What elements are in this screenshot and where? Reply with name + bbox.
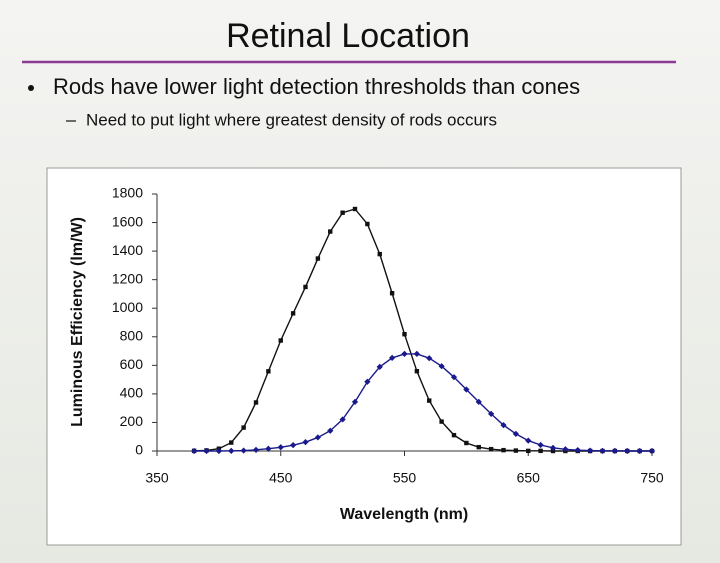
- point-marker: [488, 446, 494, 452]
- point-marker: [525, 437, 532, 444]
- point-marker: [476, 444, 481, 450]
- point-marker: [550, 448, 556, 454]
- y-tick-label: 1000: [112, 299, 143, 315]
- x-tick-label: 750: [640, 470, 664, 486]
- point-marker: [599, 447, 606, 454]
- y-tick-label: 200: [120, 413, 144, 429]
- y-tick-label: 0: [135, 442, 143, 458]
- point-marker: [450, 374, 458, 381]
- point-marker: [464, 440, 469, 446]
- point-marker: [277, 444, 284, 451]
- point-marker: [587, 447, 594, 454]
- point-marker: [526, 448, 531, 454]
- point-marker: [463, 386, 470, 393]
- point-marker: [538, 448, 543, 454]
- point-marker: [328, 229, 333, 234]
- chart-frame: [46, 167, 682, 546]
- point-marker: [290, 442, 297, 449]
- x-tick-label: 550: [393, 470, 417, 486]
- bullet: Rods have lower light detection threshol…: [53, 74, 580, 99]
- plot: 0 200 400 600 800 1000 1200 1400 1600 1800 350 450 5…: [112, 185, 664, 486]
- y-tick-label: 800: [120, 327, 144, 343]
- x-axis-label: Wavelength (nm): [340, 506, 468, 523]
- point-marker: [364, 378, 371, 385]
- y-tick-label: 600: [120, 356, 144, 372]
- y-axis-label: Luminous Efficiency (lm/W): [69, 217, 86, 427]
- point-marker: [426, 355, 433, 362]
- y-tick-label: 1400: [112, 242, 143, 258]
- point-marker: [252, 446, 260, 453]
- point-marker: [365, 221, 370, 227]
- point-marker: [241, 425, 246, 430]
- point-marker: [451, 432, 457, 438]
- point-marker: [611, 447, 618, 454]
- point-marker: [402, 332, 407, 337]
- point-marker: [414, 368, 420, 374]
- point-marker: [265, 445, 272, 452]
- point-marker: [401, 350, 408, 358]
- point-marker: [427, 398, 432, 403]
- point-marker: [500, 422, 507, 429]
- x-tick-label: 450: [269, 470, 293, 486]
- point-marker: [302, 439, 309, 446]
- point-marker: [439, 419, 444, 424]
- point-marker: [340, 210, 345, 215]
- point-marker: [376, 363, 383, 371]
- point-marker: [315, 256, 321, 261]
- point-marker: [351, 398, 359, 405]
- point-marker: [253, 400, 259, 405]
- point-marker: [413, 350, 420, 358]
- x-tick-label: 350: [145, 470, 169, 486]
- point-marker: [438, 363, 445, 370]
- point-marker: [314, 434, 321, 441]
- slide-title: Retinal Location: [226, 17, 470, 55]
- point-marker: [303, 284, 308, 290]
- point-marker: [475, 398, 482, 405]
- point-marker: [266, 369, 271, 374]
- point-marker: [513, 448, 519, 453]
- y-tick-label: 1800: [112, 185, 143, 201]
- y-tick-label: 400: [120, 385, 144, 401]
- point-marker: [290, 311, 296, 316]
- point-marker: [501, 447, 506, 453]
- x-tick-label: 650: [517, 470, 541, 486]
- point-marker: [389, 354, 396, 362]
- point-marker: [562, 446, 569, 453]
- point-marker: [327, 427, 334, 434]
- point-marker: [488, 410, 495, 417]
- point-marker: [537, 441, 544, 449]
- point-marker: [229, 440, 234, 445]
- point-marker: [339, 416, 346, 423]
- point-marker: [389, 291, 395, 296]
- sub-bullet: Need to put light where greatest density…: [86, 110, 497, 129]
- bullet-dot: [28, 85, 34, 91]
- point-marker: [377, 251, 382, 257]
- point-marker: [278, 338, 283, 343]
- y-tick-label: 1600: [112, 213, 143, 229]
- y-tick-label: 1200: [112, 270, 143, 286]
- point-marker: [352, 206, 358, 212]
